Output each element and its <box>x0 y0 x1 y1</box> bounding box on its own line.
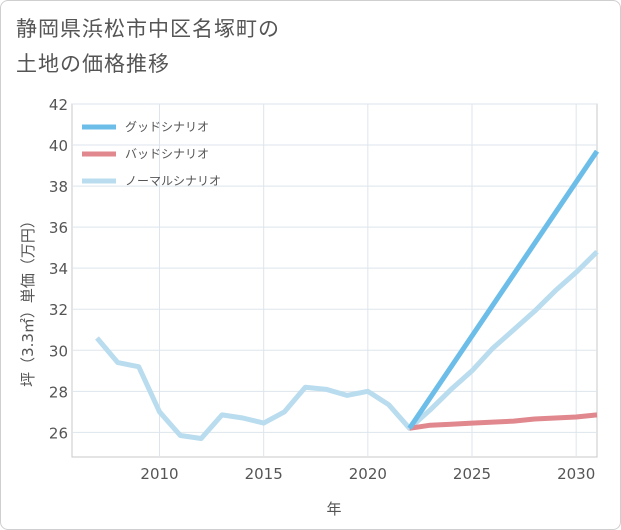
series-line-2 <box>95 250 599 441</box>
chart-title-line-2: 土地の価格推移 <box>16 52 170 76</box>
y-tick-label-34: 34 <box>49 260 68 278</box>
legend-label-2: ノーマルシナリオ <box>125 174 221 188</box>
y-tick-label-42: 42 <box>49 96 68 114</box>
x-tick-label-2025: 2025 <box>453 465 491 483</box>
y-tick-label-40: 40 <box>49 137 68 155</box>
series-line-1 <box>409 412 598 431</box>
y-axis-label: 坪（3.3㎡）単価（万円） <box>19 213 37 387</box>
chart-title-line-1: 静岡県浜松市中区名塚町の <box>16 17 280 41</box>
y-tick-label-36: 36 <box>49 219 68 237</box>
legend-label-0: グッドシナリオ <box>125 120 209 134</box>
x-tick-label-2015: 2015 <box>245 465 283 483</box>
grid-lines <box>72 103 597 457</box>
x-tick-label-2010: 2010 <box>140 465 178 483</box>
x-tick-label-2020: 2020 <box>349 465 387 483</box>
y-tick-label-28: 28 <box>49 383 68 401</box>
y-tick-label-38: 38 <box>49 178 68 196</box>
series-lines <box>95 149 600 441</box>
series-line-0 <box>407 149 600 430</box>
y-axis-ticks: 26 28 30 32 34 36 38 40 42 <box>49 96 68 442</box>
x-axis-ticks: 2010 2015 2020 2025 2030 <box>140 465 595 483</box>
y-tick-label-32: 32 <box>49 301 68 319</box>
y-tick-label-30: 30 <box>49 342 68 360</box>
legend-label-1: バッドシナリオ <box>125 147 209 161</box>
chart-title: 静岡県浜松市中区名塚町の 土地の価格推移 <box>16 12 280 82</box>
y-tick-label-26: 26 <box>49 424 68 442</box>
x-tick-label-2030: 2030 <box>557 465 595 483</box>
x-axis-label: 年 <box>326 500 341 518</box>
